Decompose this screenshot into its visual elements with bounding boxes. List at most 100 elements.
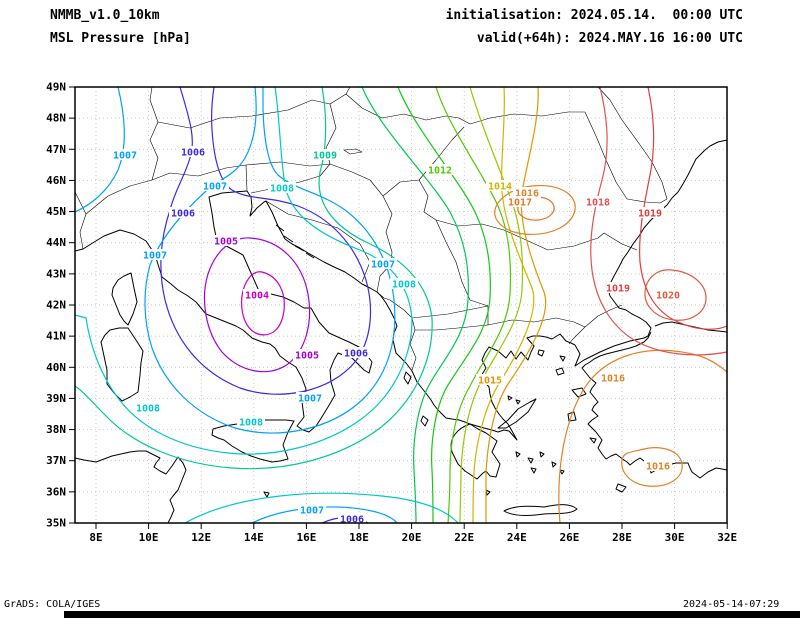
isobar-value-label: 1007 bbox=[371, 260, 395, 271]
lon-tick-label: 8E bbox=[89, 531, 102, 544]
lat-tick-label: 39N bbox=[46, 392, 66, 405]
coastline-anatolia-west bbox=[581, 331, 728, 479]
lat-tick-label: 41N bbox=[46, 330, 66, 343]
init-time: initialisation: 2024.05.14. 00:00 UTC bbox=[445, 8, 743, 23]
isobar-value-label: 1012 bbox=[428, 166, 452, 177]
isobar-1004 bbox=[241, 271, 285, 336]
lon-tick-label: 12E bbox=[191, 531, 211, 544]
grads-credit: GrADS: COLA/IGES bbox=[4, 599, 101, 610]
lat-tick-label: 46N bbox=[46, 174, 66, 187]
coastlines bbox=[74, 139, 728, 524]
isobar-1020 bbox=[644, 269, 707, 321]
lon-tick-label: 28E bbox=[612, 531, 632, 544]
isobar-value-label: 1008 bbox=[136, 404, 160, 415]
isobar-1011 bbox=[397, 86, 491, 524]
coastline-italy bbox=[74, 190, 373, 433]
lon-tick-label: 22E bbox=[454, 531, 474, 544]
lat-tick-label: 48N bbox=[46, 112, 66, 125]
coastline-corsica bbox=[111, 272, 138, 326]
map-frame bbox=[74, 86, 728, 524]
country-borders bbox=[74, 86, 668, 371]
isobar-value-label: 1007 bbox=[203, 182, 227, 193]
valid-time: valid(+64h): 2024.MAY.16 16:00 UTC bbox=[476, 31, 743, 46]
isobar-value-label: 1020 bbox=[656, 291, 680, 302]
isobar-value-label: 1019 bbox=[638, 209, 662, 220]
isobar-value-label: 1007 bbox=[113, 151, 137, 162]
isobar-1012 bbox=[435, 86, 512, 524]
isobars bbox=[74, 86, 728, 524]
isobar-1008 bbox=[74, 86, 413, 455]
isobar-value-label: 1019 bbox=[606, 284, 630, 295]
lat-tick-label: 35N bbox=[46, 517, 66, 530]
isobar-1009 bbox=[74, 86, 433, 470]
lat-tick-label: 49N bbox=[46, 81, 66, 94]
coastline-balkan-adriatic bbox=[246, 190, 471, 425]
coastline-thrace-blacksea bbox=[574, 139, 728, 367]
isobar-1019 bbox=[639, 86, 728, 330]
isobar-value-label: 1017 bbox=[508, 198, 532, 209]
lat-tick-label: 42N bbox=[46, 299, 66, 312]
isobar-value-label: 1005 bbox=[214, 237, 238, 248]
isobar-1018 bbox=[590, 86, 728, 356]
coastline-tunisia bbox=[74, 450, 187, 524]
lon-tick-label: 30E bbox=[665, 531, 685, 544]
isobar-1016 bbox=[621, 447, 683, 487]
isobar-value-label: 1014 bbox=[488, 182, 512, 193]
lon-tick-label: 26E bbox=[559, 531, 579, 544]
isobar-value-label: 1007 bbox=[143, 251, 167, 262]
isobar-value-label: 1008 bbox=[239, 418, 263, 429]
isobar-value-label: 1004 bbox=[245, 291, 269, 302]
isobar-value-label: 1005 bbox=[295, 351, 319, 362]
taskbar-strip bbox=[64, 611, 800, 618]
lon-tick-label: 24E bbox=[507, 531, 527, 544]
lat-tick-label: 38N bbox=[46, 423, 66, 436]
lon-tick-label: 16E bbox=[296, 531, 316, 544]
isobar-value-label: 1016 bbox=[515, 189, 539, 200]
lat-lon-grid bbox=[75, 87, 727, 523]
isobar-value-label: 1006 bbox=[340, 515, 364, 526]
creation-timestamp: 2024-05-14-07:29 bbox=[683, 599, 780, 610]
isobar-value-label: 1009 bbox=[313, 151, 337, 162]
isobar-value-label: 1006 bbox=[181, 148, 205, 159]
lat-tick-label: 36N bbox=[46, 485, 66, 498]
isobar-value-label: 1016 bbox=[601, 374, 625, 385]
coastline-crete bbox=[503, 504, 578, 517]
isobar-1016 bbox=[494, 185, 576, 235]
isobar-value-label: 1007 bbox=[300, 506, 324, 517]
coastline-islands bbox=[263, 224, 627, 498]
isobar-value-label: 1007 bbox=[298, 394, 322, 405]
isobar-value-label: 1006 bbox=[344, 349, 368, 360]
axis-labels: 49N 48N 47N 46N 45N 44N 43N 42N 41N 40N 39N 38N 37N 3… bbox=[46, 81, 737, 545]
lat-tick-label: 40N bbox=[46, 361, 66, 374]
coastline-peloponnese bbox=[450, 423, 501, 480]
isobar-value-label: 1008 bbox=[270, 184, 294, 195]
isobar-1015 bbox=[485, 86, 547, 524]
lon-tick-label: 18E bbox=[349, 531, 369, 544]
coastline-sardinia bbox=[100, 327, 144, 402]
isobar-1016 bbox=[558, 349, 728, 524]
field-title: MSL Pressure [hPa] bbox=[50, 31, 191, 46]
isobar-1010 bbox=[361, 86, 469, 524]
isobar-value-label: 1015 bbox=[478, 376, 502, 387]
lat-tick-label: 37N bbox=[46, 454, 66, 467]
lon-tick-label: 32E bbox=[717, 531, 737, 544]
isobar-value-label: 1018 bbox=[586, 198, 610, 209]
lat-tick-label: 45N bbox=[46, 205, 66, 218]
isobar-value-label: 1016 bbox=[646, 462, 670, 473]
isobar-1007 bbox=[74, 86, 125, 213]
lat-tick-label: 47N bbox=[46, 143, 66, 156]
isobar-value-label: 1006 bbox=[171, 209, 195, 220]
isobar-1007 bbox=[251, 506, 398, 524]
lat-tick-label: 43N bbox=[46, 267, 66, 280]
isobar-1013 bbox=[459, 86, 524, 524]
isobar-value-label: 1008 bbox=[392, 280, 416, 291]
isobar-1008 bbox=[184, 492, 459, 524]
lon-tick-label: 20E bbox=[402, 531, 422, 544]
coastline-euboea bbox=[497, 398, 537, 429]
lat-tick-label: 44N bbox=[46, 236, 66, 249]
lon-tick-label: 10E bbox=[139, 531, 159, 544]
lon-tick-label: 14E bbox=[244, 531, 264, 544]
